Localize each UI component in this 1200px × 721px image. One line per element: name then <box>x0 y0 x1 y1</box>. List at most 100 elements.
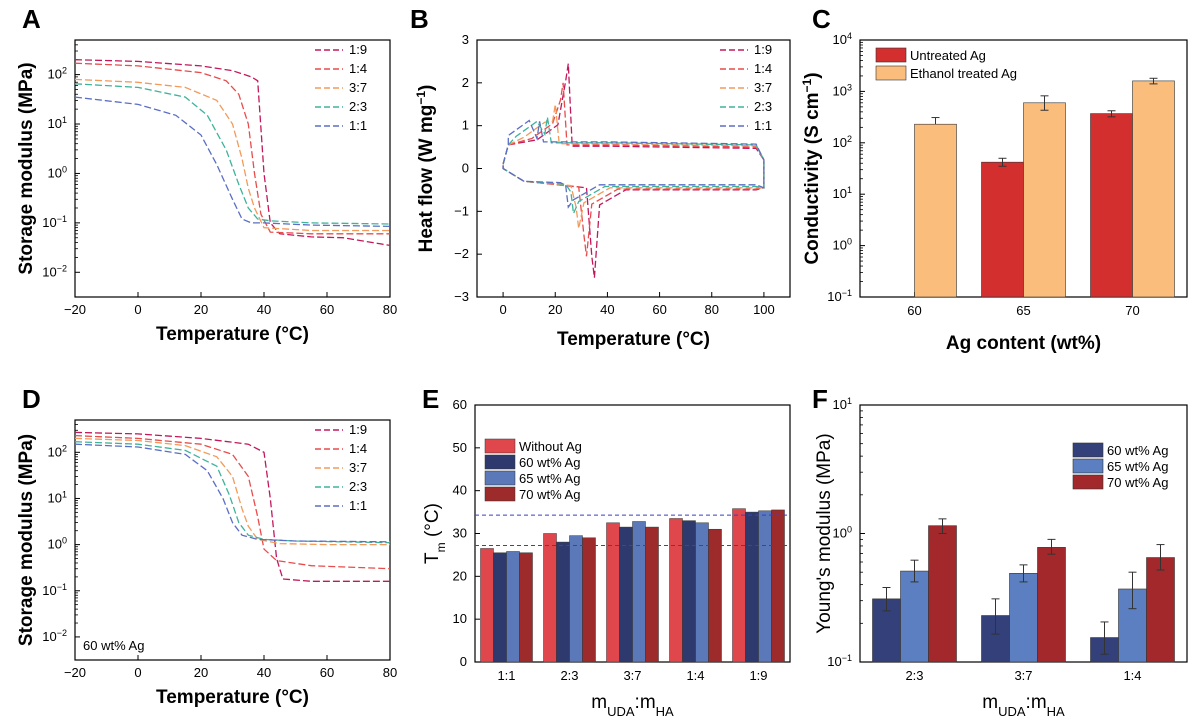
panel-a-legend-label-1: 1:9 <box>349 42 367 57</box>
panel-b-ytick-label: −2 <box>454 246 469 261</box>
panel-label-a: A <box>22 4 41 34</box>
panel-label-d: D <box>22 384 41 414</box>
panel-b-legend-label-2: 1:4 <box>754 61 772 76</box>
panel-c-bar <box>1132 80 1175 298</box>
panel-d-frame <box>74 419 391 661</box>
panel-f-xtick-label: 2:3 <box>905 668 923 683</box>
panel-e-bar <box>695 522 709 663</box>
panel-f-bar <box>1037 547 1066 663</box>
panel-b-series-3-7 <box>502 104 765 229</box>
panel-e-xlabel: mUDA:mHA <box>591 692 674 719</box>
panel-b-series-1-9 <box>502 63 765 278</box>
panel-e-bar <box>732 508 746 663</box>
panel-f-bar <box>900 570 929 663</box>
panel-label-b: B <box>410 4 429 34</box>
panel-a-xtick-label: −20 <box>64 302 86 317</box>
panel-b-xtick-label: 80 <box>705 302 719 317</box>
panel-e-legend-label-3: 65 wt% Ag <box>519 471 580 486</box>
panel-e-ytick-label: 50 <box>453 440 467 455</box>
panel-e-ytick-label: 20 <box>453 568 467 583</box>
panel-e-xtick-label: 1:9 <box>749 668 767 683</box>
panel-a-ytick-label: 10−1 <box>42 214 67 230</box>
panel-a-ytick-label: 100 <box>48 164 67 180</box>
panel-b-series-1-1 <box>502 119 765 209</box>
panel-a-series-3-7 <box>74 78 390 232</box>
panel-a-xlabel: Temperature (°C) <box>156 324 309 345</box>
panel-b-frame <box>476 39 791 298</box>
panel-e-legend-label-2: 60 wt% Ag <box>519 455 580 470</box>
panel-c-xlabel: Ag content (wt%) <box>946 333 1101 354</box>
panel-f-legend-swatch-3 <box>1072 474 1104 490</box>
panel-f-legend-swatch-1 <box>1072 442 1104 458</box>
panel-a-legend-label-5: 1:1 <box>349 118 367 133</box>
panel-e-ytick-label: 30 <box>453 526 467 541</box>
panel-c-xtick-label: 70 <box>1125 303 1139 318</box>
panel-b-ytick-label: 1 <box>462 118 469 133</box>
panel-e-bar <box>708 528 722 663</box>
panel-b-xlabel: Temperature (°C) <box>557 329 710 350</box>
panel-e-bar <box>493 552 507 663</box>
panel-d-ytick-label: 10−2 <box>42 628 67 644</box>
panel-c-ytick-label: 103 <box>833 82 852 98</box>
panel-e-bar <box>519 552 533 663</box>
panel-c-bar <box>981 161 1024 298</box>
panel-b-xtick-label: 60 <box>652 302 666 317</box>
panel-label-c: C <box>812 4 831 34</box>
panel-c-legend-swatch-2 <box>875 65 907 81</box>
panel-a-series-2-3 <box>74 83 391 225</box>
panel-d-xtick-label: 80 <box>383 665 397 680</box>
panel-e-bar <box>771 509 785 663</box>
panel-a-xtick-label: 60 <box>320 302 334 317</box>
panel-b-xtick-label: 100 <box>753 302 775 317</box>
panel-d-series-3-7 <box>74 437 390 546</box>
panel-label-f: F <box>812 384 828 414</box>
panel-c-xtick-label: 65 <box>1016 303 1030 318</box>
panel-a-series-1-9 <box>74 59 391 247</box>
panel-d-annotation: 60 wt% Ag <box>83 638 144 653</box>
panel-label-e: E <box>422 384 439 414</box>
panel-b-legend-label-5: 1:1 <box>754 118 772 133</box>
panel-d-xtick-label: 0 <box>134 665 141 680</box>
panel-c-bar <box>1090 113 1133 298</box>
panel-d-legend-label-1: 1:9 <box>349 422 367 437</box>
panel-b-ylabel: Heat flow (W mg−1) <box>414 85 437 253</box>
panel-c-ytick-label: 104 <box>833 31 852 47</box>
panel-c-ytick-label: 100 <box>833 237 852 253</box>
panel-b-legend-label-1: 1:9 <box>754 42 772 57</box>
panel-b-ytick-label: −1 <box>454 203 469 218</box>
panel-d-series-1-9 <box>74 431 390 582</box>
panel-b-series-1-4 <box>502 82 765 257</box>
panel-e-bar <box>556 541 570 663</box>
panel-e-bar <box>745 511 759 663</box>
panel-d-legend-label-5: 1:1 <box>349 498 367 513</box>
panel-b: 0 20 40 60 80 100 −3 −2 −1 0 1 2 3 1:9 1:4 3:7 2:3 1:1 Tem… <box>414 32 791 350</box>
panel-e-bar <box>632 521 646 663</box>
panel-c-legend-swatch-1 <box>875 47 907 63</box>
panel-a-ytick-label: 101 <box>48 115 67 131</box>
panel-e-bar <box>569 535 583 663</box>
panel-e-bar <box>506 551 520 663</box>
panel-d-ylabel: Storage modulus (MPa) <box>16 434 37 646</box>
panel-d: −20 0 20 40 60 80 10−2 10−1 100 101 102 1:9 1:4 3:7 2:… <box>16 419 397 708</box>
panel-e-bar <box>682 520 696 663</box>
panel-e-legend-label-4: 70 wt% Ag <box>519 487 580 502</box>
panel-e-legend-swatch-1 <box>484 438 516 454</box>
panel-d-ytick-label: 10−1 <box>42 582 67 598</box>
panel-a-legend-label-3: 3:7 <box>349 80 367 95</box>
panel-a-xtick-label: 20 <box>194 302 208 317</box>
panel-f-bar <box>1009 573 1038 663</box>
panel-c-bar <box>1023 102 1066 298</box>
panel-d-xtick-label: 60 <box>320 665 334 680</box>
panel-e-bar <box>669 518 683 663</box>
panel-e-legend-label-1: Without Ag <box>519 439 582 454</box>
panel-a: −20 0 20 40 60 80 10−2 10−1 100 101 102 1:9 1:4 3:7 2:… <box>16 39 397 345</box>
panel-c-legend-label-1: Untreated Ag <box>910 48 986 63</box>
panel-e-ytick-label: 0 <box>460 654 467 669</box>
panel-b-legend-label-4: 2:3 <box>754 99 772 114</box>
panel-f-xlabel: mUDA:mHA <box>982 692 1065 719</box>
panel-c-ytick-label: 101 <box>833 185 852 201</box>
panel-b-ytick-label: 0 <box>462 161 469 176</box>
panel-f-bar <box>1146 557 1175 663</box>
panel-d-ytick-label: 100 <box>48 536 67 552</box>
